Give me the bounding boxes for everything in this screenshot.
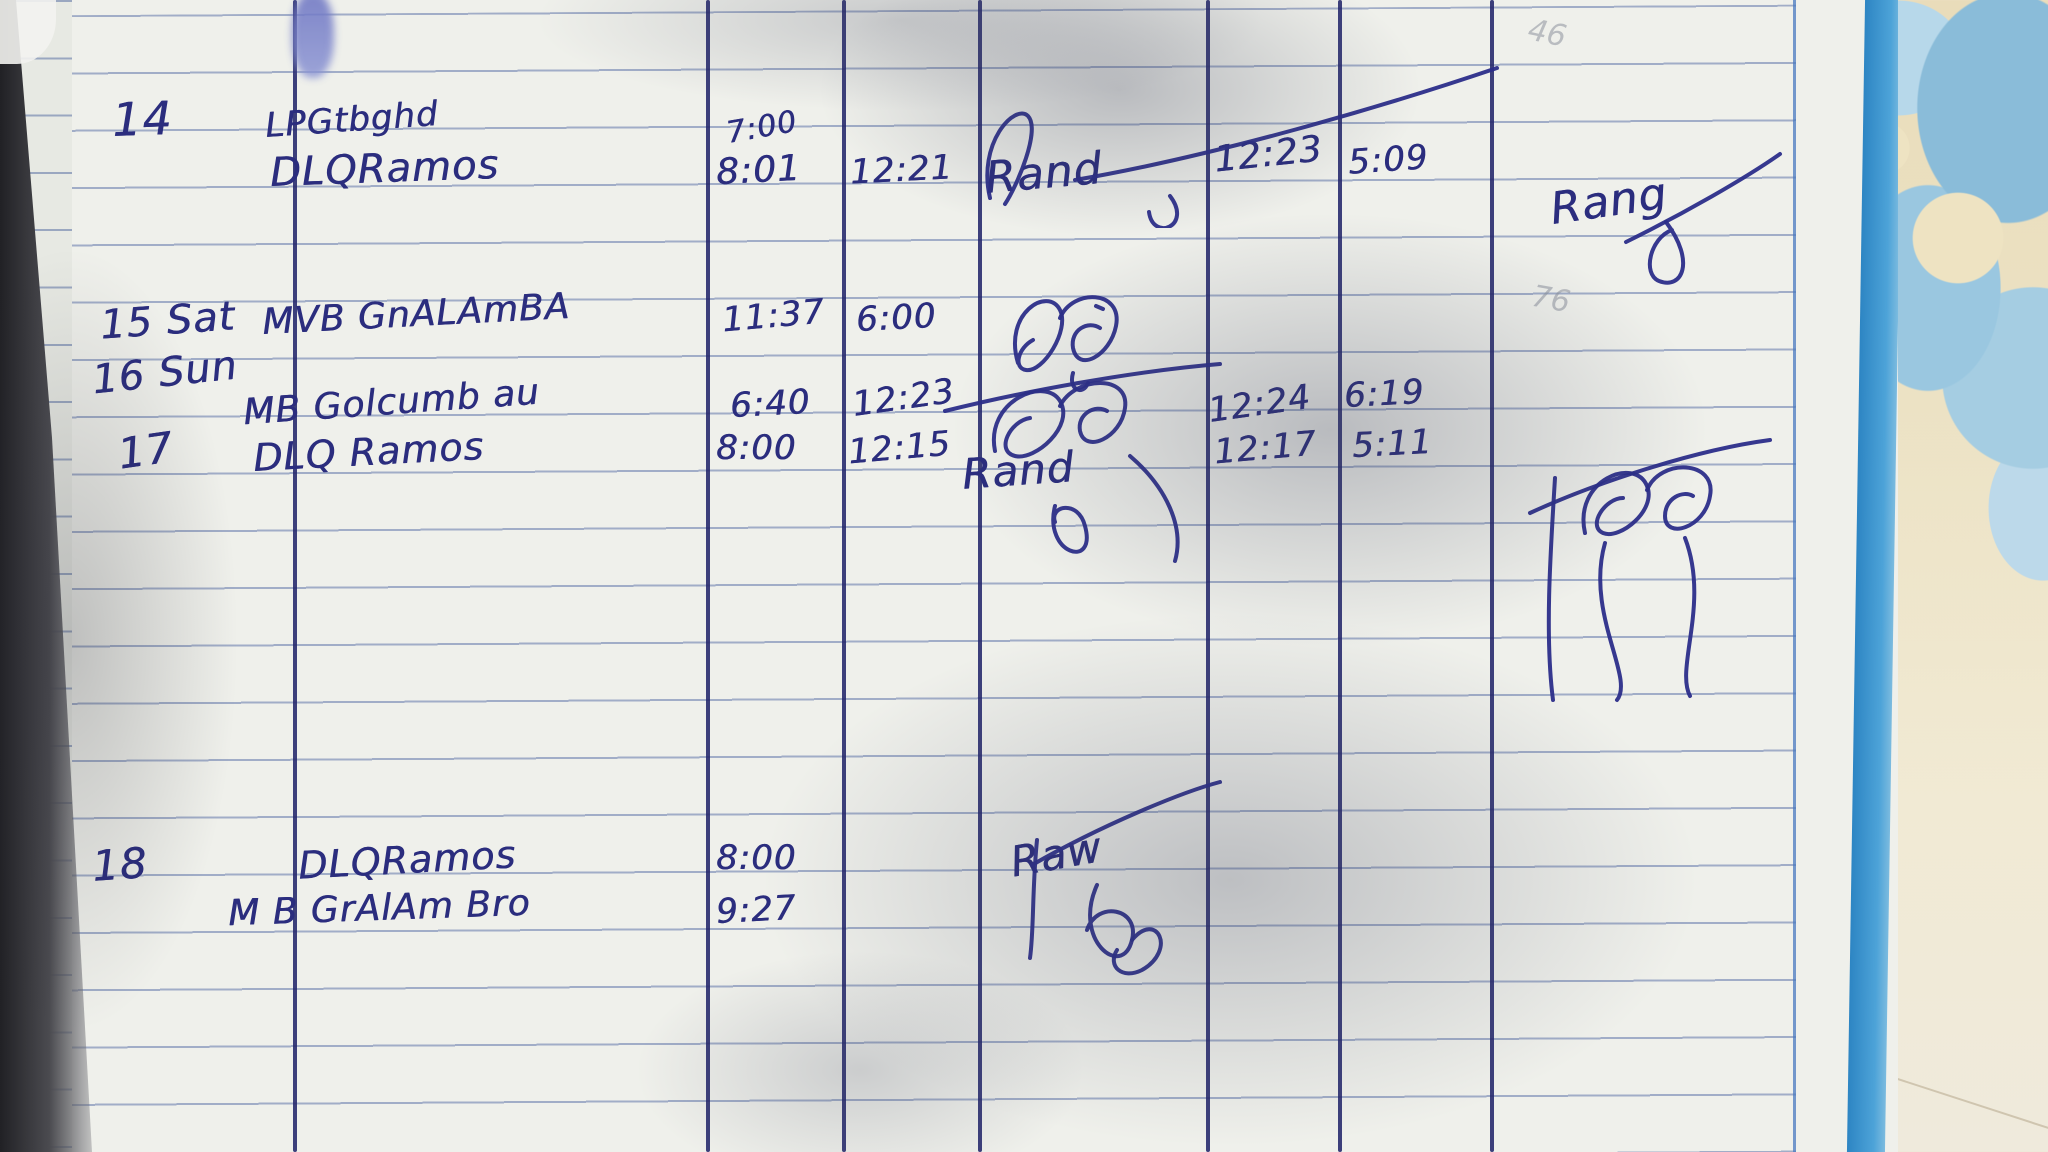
column-rule-sig — [1206, 0, 1210, 1152]
day-label-17: 17 — [114, 422, 177, 479]
pencil-mark-mid: 76 — [1529, 278, 1573, 321]
time-in-row18-b: 9:27 — [715, 887, 798, 933]
column-rule-time4 — [1490, 0, 1494, 1152]
day-label-15: 15 Sat — [98, 293, 237, 349]
time-in-row14-b: 8:01 — [714, 147, 802, 194]
signature-row14-right-flourish — [1624, 152, 1782, 285]
column-rule-name — [706, 0, 710, 1152]
day-label-14: 14 — [111, 90, 174, 148]
time-in-row17: 8:00 — [716, 428, 797, 468]
name-row14-b: DLQRamos — [269, 142, 500, 196]
time-in-row18-a: 8:00 — [716, 838, 797, 878]
signature-row18-flourish — [1028, 780, 1222, 976]
time-out-noon-row14: 12:21 — [849, 147, 954, 193]
time-out-eve-row16: 6:19 — [1343, 371, 1426, 417]
signature-row14-mid-flourish — [985, 66, 1499, 228]
signature-row1617-mid-scribble — [943, 362, 1222, 563]
column-rule-time3 — [1338, 0, 1342, 1152]
column-rule-day — [293, 0, 297, 1152]
right-rule-boundary — [1793, 0, 1796, 1152]
column-rule-time1 — [842, 0, 846, 1152]
column-rule-time2 — [978, 0, 982, 1152]
time-out-eve-row17: 5:11 — [1351, 421, 1434, 467]
day-label-18: 18 — [90, 838, 150, 891]
ink-smudge — [292, 0, 334, 78]
notebook-page — [24, 0, 1898, 1152]
pencil-mark-top: 46 — [1524, 12, 1570, 55]
signature-row1617-right-scribble — [1528, 438, 1772, 702]
time-in-row16: 6:40 — [729, 381, 812, 427]
time-out-row15: 6:00 — [855, 295, 938, 341]
